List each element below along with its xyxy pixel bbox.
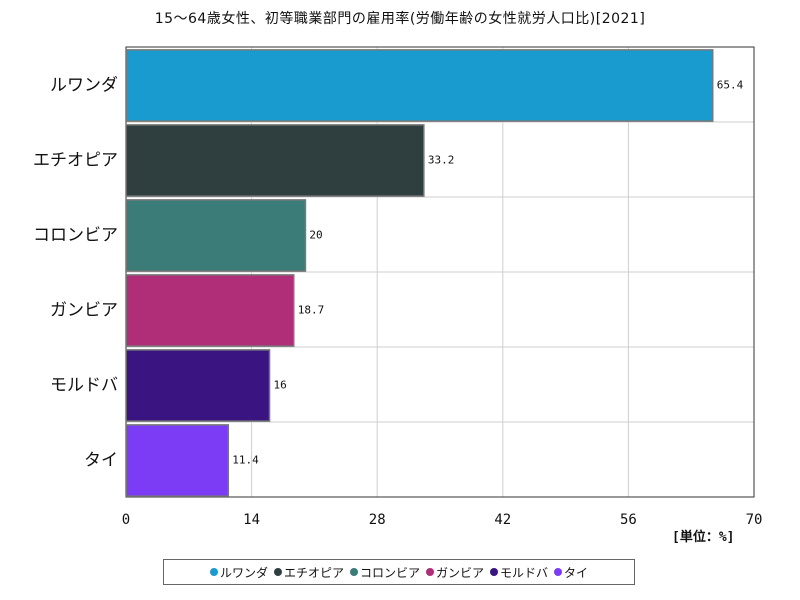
bar-5 (125, 424, 230, 497)
legend-label: ガンビア (436, 565, 485, 580)
bar-1 (125, 124, 425, 197)
bar-2 (125, 199, 307, 272)
value-label-2: 20 (309, 229, 322, 242)
value-label-1: 33.2 (428, 154, 455, 167)
category-label-3: ガンビア (50, 301, 118, 321)
x-tick-label: 70 (746, 512, 763, 528)
legend-item: コロンビア (349, 564, 420, 581)
legend-swatch (273, 568, 282, 576)
value-label-0: 65.4 (717, 79, 744, 92)
category-label-4: モルドバ (50, 376, 118, 396)
x-tick-label: 56 (620, 512, 637, 528)
legend-label: タイ (564, 565, 589, 580)
category-label-1: エチオピア (33, 151, 118, 171)
legend-swatch (490, 568, 499, 576)
category-label-5: タイ (84, 451, 118, 471)
legend-item: タイ (554, 564, 588, 581)
legend-item: エチオピア (273, 564, 344, 581)
x-tick-label: 14 (243, 512, 260, 528)
legend-label: コロンビア (359, 565, 420, 580)
legend-item: モルドバ (490, 564, 548, 581)
bar-0 (125, 49, 714, 122)
legend-label: モルドバ (500, 565, 549, 580)
value-label-4: 16 (274, 379, 287, 392)
legend-swatch (349, 568, 358, 576)
value-label-3: 18.7 (298, 304, 325, 317)
value-label-5: 11.4 (232, 454, 259, 467)
bar-3 (125, 274, 295, 347)
chart-title: 15～64歳女性、初等職業部門の雇用率(労働年齢の女性就労人口比)[2021] (154, 11, 646, 27)
legend-item: ガンビア (426, 564, 484, 581)
plot-frame (125, 46, 755, 498)
category-label-0: ルワンダ (50, 76, 118, 96)
unit-label: [単位：%] (672, 530, 735, 545)
legend-item: ルワンダ (209, 564, 268, 581)
legend-label: ルワンダ (219, 565, 268, 580)
x-tick-label: 0 (122, 512, 130, 528)
x-tick-label: 28 (369, 512, 386, 528)
legend: ルワンダ エチオピア コロンビア ガンビア モルドバ タイ (163, 559, 635, 585)
legend-label: エチオピア (283, 565, 344, 580)
category-label-2: コロンビア (33, 226, 118, 246)
legend-swatch (209, 568, 218, 576)
legend-swatch (426, 568, 434, 576)
x-tick-label: 42 (494, 512, 511, 528)
legend-swatch (554, 568, 563, 576)
bar-4 (125, 349, 271, 422)
